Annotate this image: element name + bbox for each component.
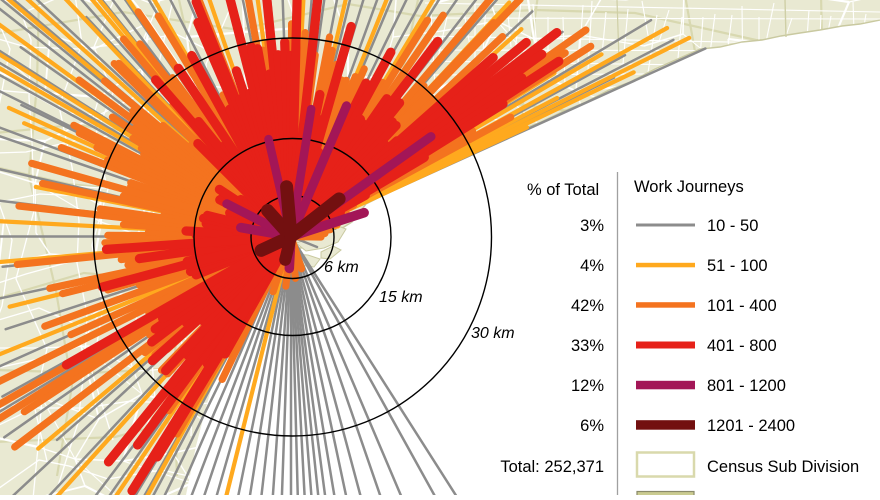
svg-text:42%: 42% (571, 297, 604, 315)
svg-text:15 km: 15 km (379, 289, 423, 306)
svg-text:401 - 800: 401 - 800 (707, 337, 777, 355)
svg-text:101 - 400: 101 - 400 (707, 297, 777, 315)
svg-text:801 - 1200: 801 - 1200 (707, 377, 786, 395)
svg-text:33%: 33% (571, 337, 604, 355)
svg-text:6 km: 6 km (324, 259, 359, 276)
svg-text:30 km: 30 km (471, 325, 515, 342)
svg-text:Work Journeys: Work Journeys (634, 178, 744, 196)
svg-text:1201 - 2400: 1201 - 2400 (707, 417, 795, 435)
svg-text:3%: 3% (580, 217, 604, 235)
svg-text:12%: 12% (571, 377, 604, 395)
svg-text:6%: 6% (580, 417, 604, 435)
svg-text:Census Sub Division: Census Sub Division (707, 458, 859, 476)
svg-text:10 - 50: 10 - 50 (707, 217, 758, 235)
svg-text:% of Total: % of Total (527, 181, 599, 199)
svg-text:Total: 252,371: Total: 252,371 (500, 458, 604, 476)
svg-text:51 - 100: 51 - 100 (707, 257, 768, 275)
svg-text:4%: 4% (580, 257, 604, 275)
